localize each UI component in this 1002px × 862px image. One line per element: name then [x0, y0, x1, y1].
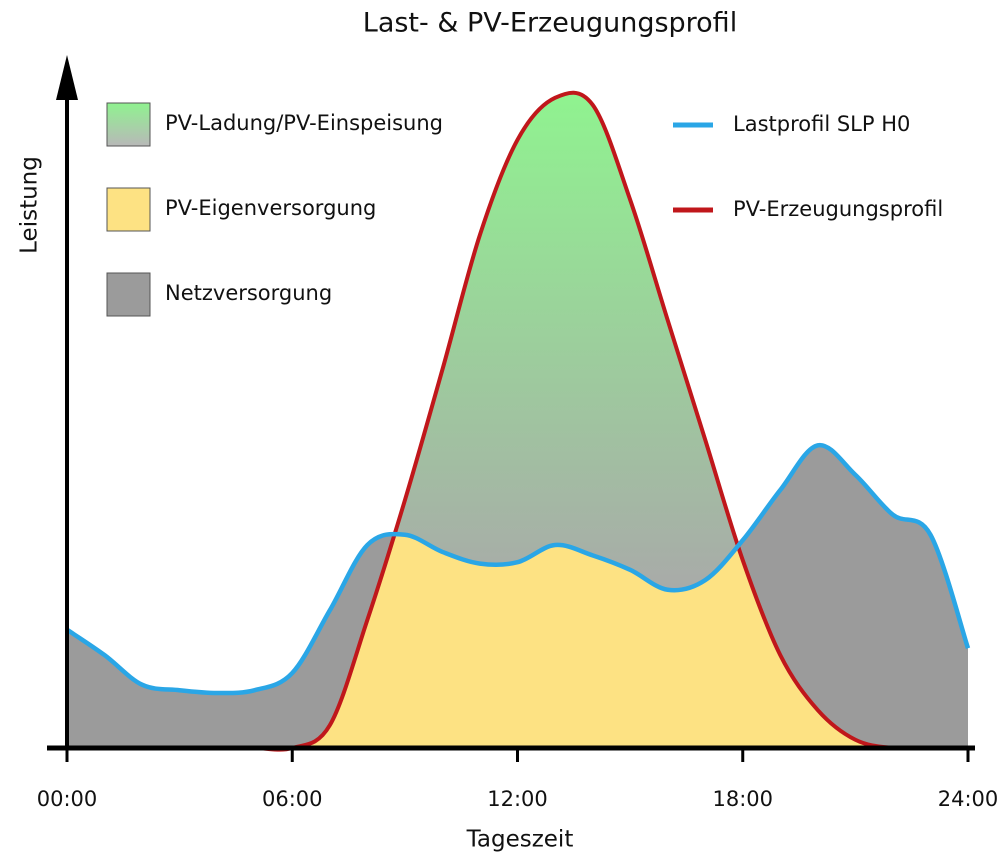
load-line: [65, 443, 971, 696]
pv-self-area: [67, 445, 968, 748]
y-axis-label: Leistung: [17, 156, 43, 254]
legend-label: Netzversorgung: [165, 281, 332, 305]
x-axis-label: Tageszeit: [466, 827, 574, 853]
x-tick-label: 18:00: [712, 787, 773, 811]
legend-label: PV-Ladung/PV-Einspeisung: [165, 111, 443, 135]
y-axis-arrow: [56, 55, 78, 100]
x-tick-label: 00:00: [37, 787, 98, 811]
legend-swatch: [106, 187, 151, 232]
legend-swatch: [106, 102, 151, 147]
legend-label: Lastprofil SLP H0: [733, 112, 910, 136]
x-tick-label: 12:00: [487, 787, 548, 811]
legend-label: PV-Erzeugungsprofil: [733, 197, 943, 221]
x-tick-label: 24:00: [938, 787, 999, 811]
legend-swatch: [106, 272, 151, 317]
legend-label: PV-Eigenversorgung: [165, 196, 376, 220]
chart-title: Last- & PV-Erzeugungsprofil: [363, 8, 737, 39]
x-tick-label: 06:00: [262, 787, 323, 811]
